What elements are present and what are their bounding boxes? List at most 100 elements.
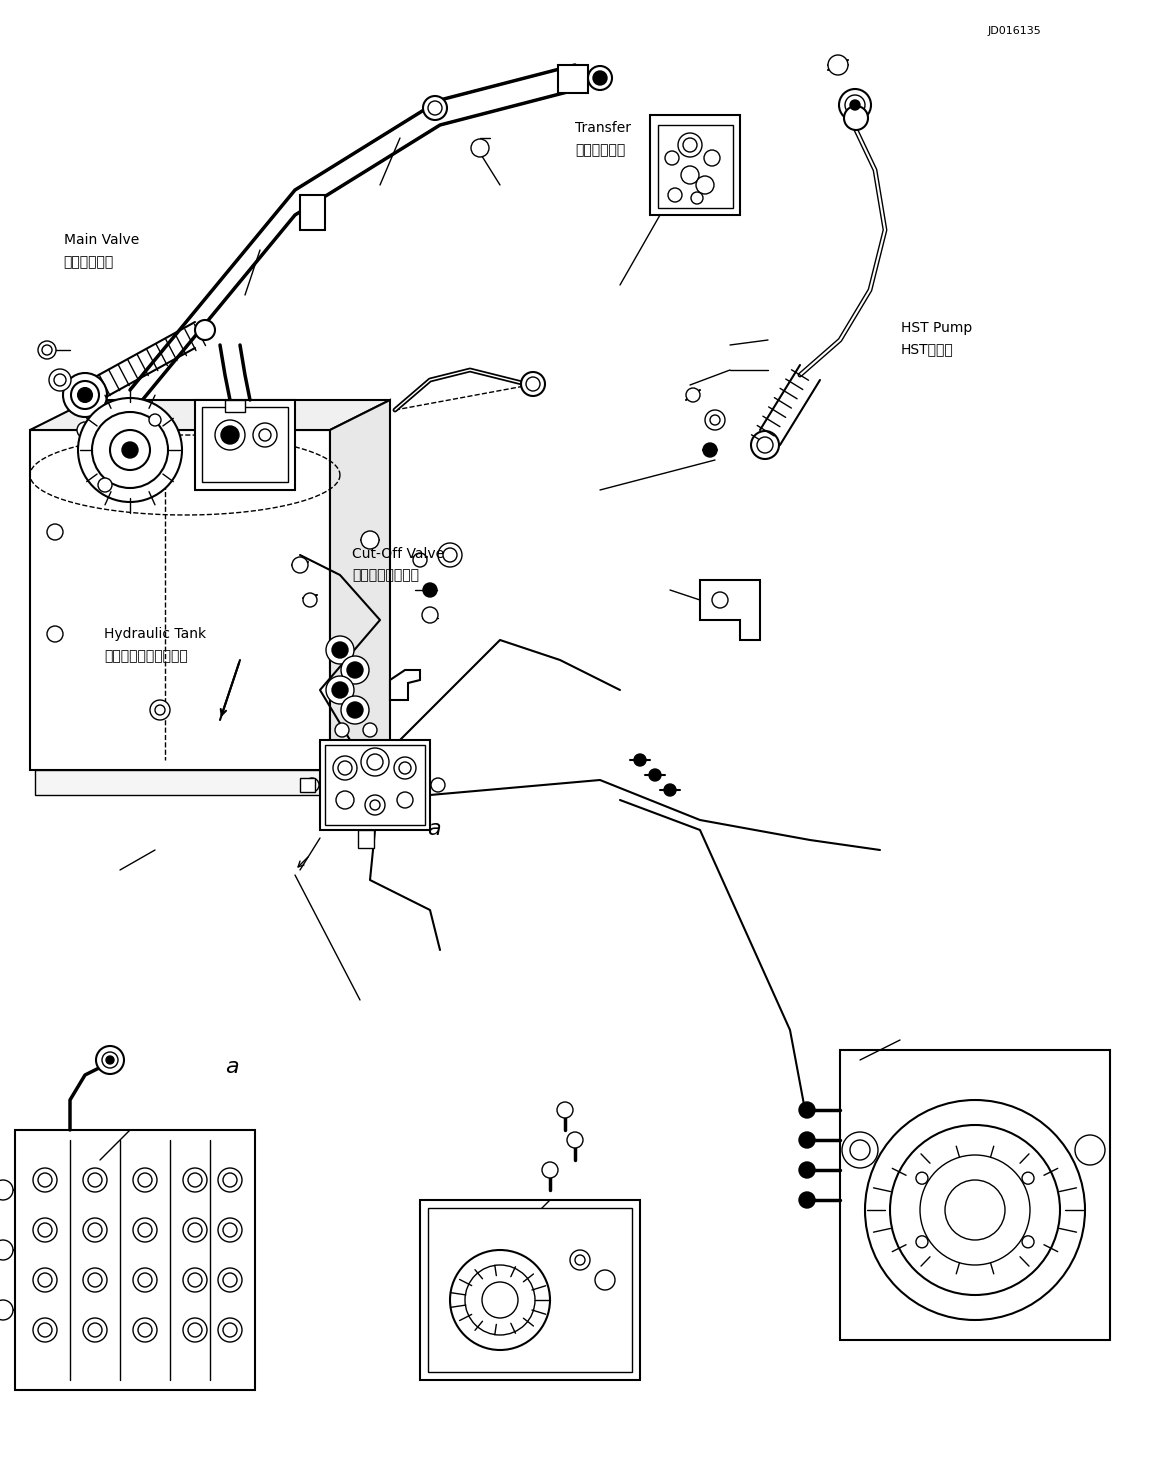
Circle shape	[188, 1322, 202, 1337]
Circle shape	[799, 1102, 815, 1118]
Circle shape	[450, 1250, 550, 1350]
Text: a: a	[225, 1057, 239, 1077]
Circle shape	[850, 101, 860, 109]
Circle shape	[326, 636, 353, 663]
Bar	[650, 115, 740, 214]
Circle shape	[47, 625, 64, 642]
Circle shape	[133, 1268, 157, 1292]
Text: HST Pump: HST Pump	[901, 321, 973, 335]
Circle shape	[686, 388, 700, 402]
Circle shape	[221, 426, 239, 445]
Circle shape	[38, 1322, 52, 1337]
Circle shape	[668, 188, 681, 203]
Circle shape	[422, 607, 438, 623]
Circle shape	[331, 682, 348, 698]
Circle shape	[649, 768, 661, 781]
Circle shape	[88, 1223, 102, 1236]
Text: JD016135: JD016135	[988, 26, 1042, 36]
Circle shape	[42, 346, 52, 354]
Circle shape	[0, 1301, 13, 1319]
Circle shape	[696, 176, 714, 194]
Circle shape	[526, 378, 541, 391]
Circle shape	[575, 1255, 584, 1266]
Circle shape	[567, 1131, 583, 1147]
Circle shape	[850, 1140, 870, 1161]
Circle shape	[79, 388, 92, 402]
Circle shape	[122, 442, 137, 458]
Circle shape	[83, 1217, 107, 1242]
Bar	[840, 1050, 1110, 1340]
Circle shape	[346, 662, 363, 678]
Circle shape	[335, 723, 349, 736]
Circle shape	[341, 695, 368, 725]
Circle shape	[799, 1162, 815, 1178]
Bar	[429, 1209, 632, 1372]
Circle shape	[444, 548, 457, 561]
Polygon shape	[325, 741, 385, 795]
Circle shape	[945, 1180, 1005, 1239]
Circle shape	[223, 1223, 237, 1236]
Circle shape	[218, 1217, 243, 1242]
Circle shape	[218, 1168, 243, 1193]
Circle shape	[182, 1268, 207, 1292]
Circle shape	[828, 55, 848, 74]
Circle shape	[38, 1174, 52, 1187]
Circle shape	[333, 757, 357, 780]
Polygon shape	[330, 399, 390, 770]
Circle shape	[711, 592, 728, 608]
Circle shape	[557, 1102, 573, 1118]
Bar	[658, 125, 733, 208]
Text: メインバルブ: メインバルブ	[64, 255, 114, 270]
Circle shape	[521, 372, 545, 397]
Circle shape	[133, 1168, 157, 1193]
Circle shape	[431, 779, 445, 792]
Circle shape	[429, 101, 442, 115]
Circle shape	[188, 1273, 202, 1287]
Circle shape	[394, 757, 416, 779]
Circle shape	[54, 375, 66, 386]
Circle shape	[710, 416, 720, 424]
Circle shape	[423, 583, 437, 596]
Circle shape	[0, 1239, 13, 1260]
Circle shape	[83, 1168, 107, 1193]
Circle shape	[542, 1162, 558, 1178]
Text: Transfer: Transfer	[575, 121, 631, 136]
Circle shape	[106, 1056, 114, 1064]
Circle shape	[683, 139, 696, 152]
Bar	[195, 399, 295, 490]
Circle shape	[799, 1131, 815, 1147]
Circle shape	[678, 133, 702, 157]
Circle shape	[664, 784, 676, 796]
Circle shape	[218, 1268, 243, 1292]
Circle shape	[149, 414, 161, 426]
Circle shape	[137, 1322, 152, 1337]
Circle shape	[921, 1155, 1030, 1266]
Circle shape	[33, 1168, 57, 1193]
Circle shape	[137, 1273, 152, 1287]
Circle shape	[397, 792, 413, 808]
Circle shape	[223, 1174, 237, 1187]
Circle shape	[259, 429, 271, 440]
Circle shape	[137, 1174, 152, 1187]
Circle shape	[363, 723, 377, 736]
Circle shape	[96, 1045, 124, 1075]
Circle shape	[367, 754, 383, 770]
Circle shape	[155, 706, 165, 714]
Circle shape	[370, 800, 380, 811]
Circle shape	[88, 1174, 102, 1187]
Circle shape	[88, 1273, 102, 1287]
Circle shape	[705, 410, 725, 430]
Circle shape	[70, 381, 99, 410]
Circle shape	[471, 139, 489, 157]
Circle shape	[88, 1322, 102, 1337]
Circle shape	[182, 1217, 207, 1242]
Circle shape	[133, 1217, 157, 1242]
Circle shape	[102, 1053, 118, 1069]
Polygon shape	[131, 66, 575, 416]
Circle shape	[842, 1131, 878, 1168]
Circle shape	[38, 341, 55, 359]
Circle shape	[79, 398, 182, 502]
Circle shape	[223, 1322, 237, 1337]
Text: カットオフバルブ: カットオフバルブ	[352, 569, 419, 583]
Circle shape	[703, 443, 717, 456]
